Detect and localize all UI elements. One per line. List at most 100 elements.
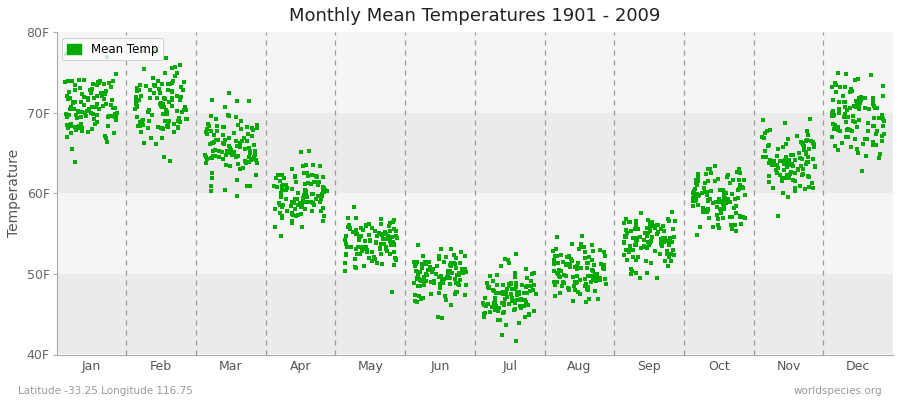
Point — [204, 174, 219, 181]
Point — [145, 75, 159, 81]
Point — [695, 190, 709, 196]
Point — [443, 281, 457, 288]
Point — [719, 200, 733, 206]
Point — [236, 164, 250, 171]
Point — [379, 231, 393, 238]
Point — [407, 259, 421, 265]
Point — [68, 127, 83, 134]
Point — [425, 269, 439, 275]
Point — [72, 123, 86, 130]
Point — [806, 185, 820, 192]
Point — [304, 191, 319, 197]
Point — [338, 252, 353, 259]
Point — [877, 131, 891, 137]
Point — [104, 97, 119, 103]
Point — [293, 211, 308, 217]
Point — [734, 184, 749, 190]
Point — [74, 98, 88, 105]
Point — [476, 300, 491, 306]
Point — [717, 189, 732, 195]
Text: Latitude -33.25 Longitude 116.75: Latitude -33.25 Longitude 116.75 — [18, 386, 193, 396]
Point — [758, 130, 772, 136]
Point — [302, 148, 317, 154]
Point — [708, 198, 723, 205]
Point — [711, 222, 725, 228]
Point — [424, 266, 438, 273]
Point — [317, 213, 331, 219]
Point — [155, 81, 169, 88]
Point — [298, 206, 312, 212]
Point — [433, 280, 447, 287]
Point — [293, 204, 308, 210]
Point — [622, 219, 636, 225]
Point — [656, 223, 670, 229]
Point — [242, 158, 256, 165]
Point — [730, 169, 744, 176]
Point — [782, 156, 796, 163]
Point — [766, 185, 780, 192]
Point — [501, 283, 516, 289]
Point — [245, 133, 259, 139]
Point — [702, 215, 716, 222]
Point — [223, 163, 238, 169]
Point — [490, 282, 504, 288]
Point — [491, 317, 505, 323]
Point — [130, 103, 145, 110]
Point — [876, 92, 890, 99]
Point — [546, 261, 561, 268]
Point — [868, 115, 882, 121]
Point — [866, 141, 880, 148]
Point — [618, 215, 633, 222]
Point — [445, 270, 459, 277]
Point — [204, 155, 219, 162]
Point — [362, 232, 376, 238]
Point — [77, 110, 92, 116]
Point — [488, 301, 502, 307]
Point — [587, 262, 601, 268]
Point — [860, 120, 875, 126]
Point — [777, 167, 791, 174]
Point — [293, 200, 308, 206]
Point — [841, 134, 855, 140]
Point — [374, 216, 388, 223]
Point — [798, 138, 813, 144]
Point — [90, 112, 104, 118]
Point — [106, 104, 121, 111]
Point — [199, 160, 213, 166]
Point — [409, 268, 423, 274]
Point — [723, 199, 737, 205]
Point — [86, 111, 100, 118]
Point — [387, 262, 401, 269]
Point — [70, 114, 85, 121]
Point — [348, 256, 363, 263]
Point — [852, 98, 867, 105]
Point — [780, 174, 795, 181]
Point — [244, 157, 258, 164]
Point — [62, 95, 77, 101]
Point — [408, 261, 422, 267]
Point — [311, 178, 326, 185]
Point — [734, 221, 748, 227]
Point — [582, 253, 597, 260]
Point — [298, 198, 312, 205]
Point — [624, 228, 638, 234]
Point — [95, 102, 110, 109]
Point — [205, 170, 220, 176]
Point — [166, 129, 181, 135]
Point — [249, 172, 264, 178]
Point — [63, 106, 77, 112]
Point — [829, 88, 843, 95]
Point — [374, 230, 388, 237]
Point — [773, 158, 788, 164]
Point — [526, 308, 541, 314]
Point — [375, 236, 390, 242]
Point — [177, 107, 192, 113]
Point — [782, 174, 796, 181]
Point — [276, 182, 291, 188]
Point — [167, 64, 182, 70]
Point — [165, 103, 179, 109]
Point — [856, 141, 870, 147]
Point — [688, 186, 702, 193]
Point — [518, 297, 532, 303]
Point — [793, 183, 807, 189]
